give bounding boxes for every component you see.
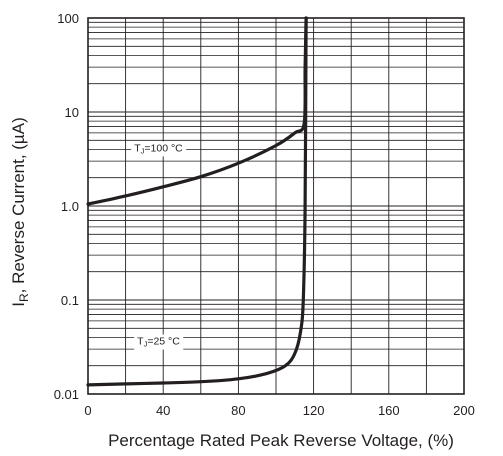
y-axis-title-rest: , Reverse Current, (µA) <box>9 117 28 293</box>
series-label-sub: J <box>141 146 145 155</box>
series-label-tj-25c: TJ=25 °C <box>134 334 184 350</box>
y-tick-label: 1.0 <box>61 199 79 214</box>
y-tick-label: 100 <box>57 11 79 26</box>
y-tick-label: 0.01 <box>54 387 79 402</box>
series-group <box>86 16 308 387</box>
y-axis-title: IR, Reverse Current, (µA) <box>9 117 31 306</box>
tick-labels: 0 40 80 120 160 200 0.01 0.1 1.0 10 100 <box>54 11 475 418</box>
plot-frame <box>87 17 465 395</box>
x-tick-label: 0 <box>84 403 91 418</box>
series-label-prefix: T <box>134 142 141 154</box>
y-axis-title-main: I <box>9 302 28 307</box>
x-tick-label: 80 <box>231 403 245 418</box>
series-label-prefix: T <box>137 336 144 348</box>
y-axis-title-sub: R <box>17 293 31 302</box>
series-label-rest: =25 °C <box>147 336 180 348</box>
series-label-background <box>134 334 184 350</box>
series-label-text: TJ=100 °C <box>134 142 183 155</box>
annotations: TJ=100 °CTJ=25 °C <box>131 141 187 350</box>
y-tick-label: 10 <box>65 105 79 120</box>
series-label-text: TJ=25 °C <box>137 336 180 349</box>
x-tick-label: 200 <box>453 403 475 418</box>
x-tick-label: 40 <box>156 403 170 418</box>
series-label-tj-100c: TJ=100 °C <box>131 141 187 157</box>
x-axis-title: Percentage Rated Peak Reverse Voltage, (… <box>108 431 454 450</box>
x-tick-label: 120 <box>303 403 325 418</box>
y-tick-label: 0.1 <box>61 293 79 308</box>
series-line-tj-25c <box>86 16 308 387</box>
x-tick-label: 160 <box>378 403 400 418</box>
series-label-background <box>131 141 187 157</box>
series-label-sub: J <box>144 340 148 349</box>
series-label-rest: =100 °C <box>144 142 183 154</box>
